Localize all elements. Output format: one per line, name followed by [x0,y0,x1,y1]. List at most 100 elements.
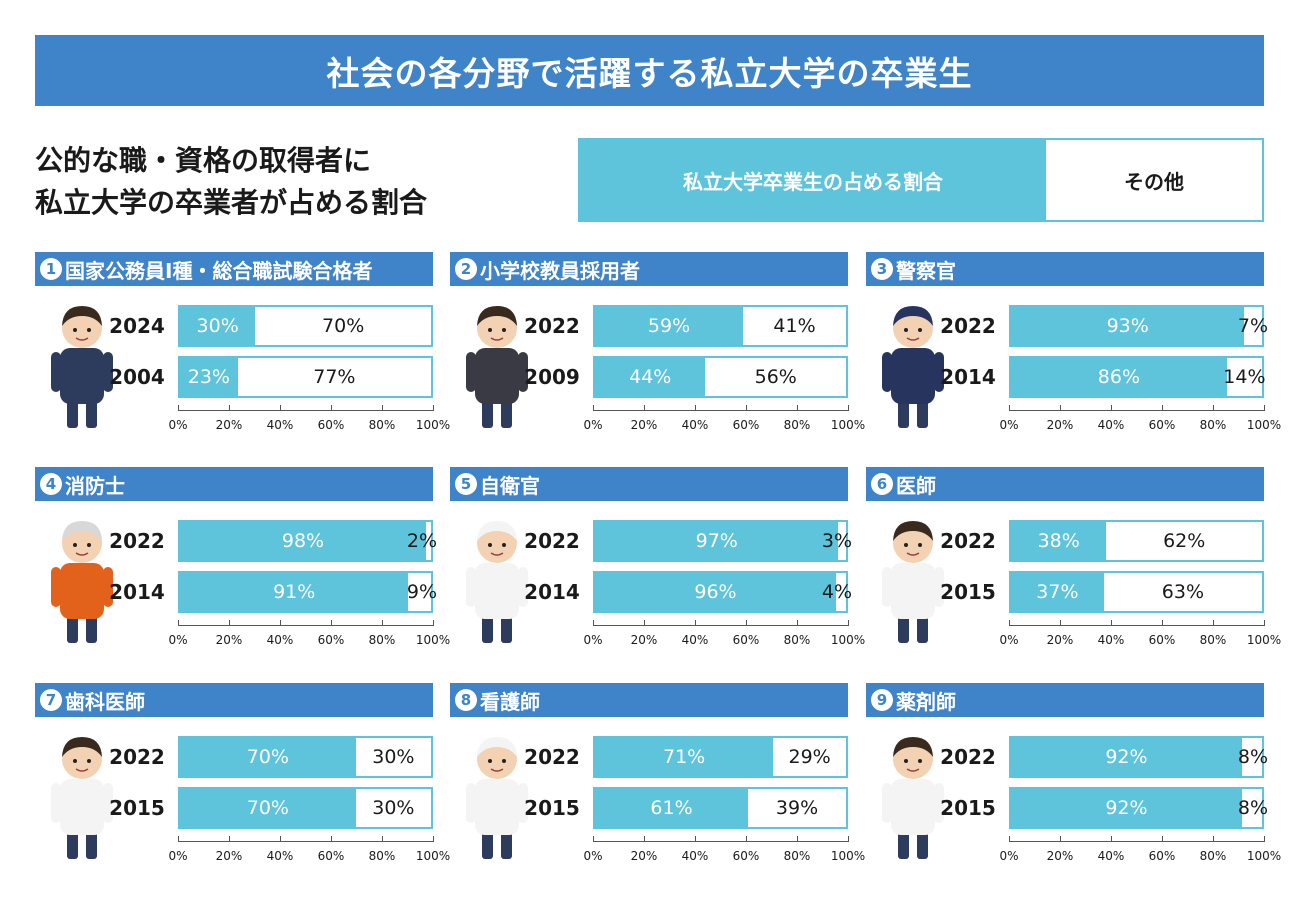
x-axis-tick [593,836,594,841]
x-axis-tick-label: 40% [681,418,709,432]
chart-title-bar: 4 消防士 [35,467,433,501]
pharmacist-icon [874,731,952,863]
data-label-private: 93% [1106,315,1149,337]
chart-title: 医師 [896,473,936,498]
legend-private-label: 私立大学卒業生の占める割合 [683,169,943,194]
x-axis-tick [1111,836,1112,841]
x-axis-tick-label: 40% [266,418,294,432]
x-axis-tick [1162,620,1163,625]
year-label: 2015 [940,796,996,820]
chart-panel-2: 2 小学校教員採用者 2022 59% 41% 2009 44% 56% 0% 20% 40% 60%… [450,252,865,442]
data-label-other: 77% [313,366,356,388]
stacked-bar: 37% 63% [1009,571,1264,613]
chart-title: 自衛官 [480,473,540,498]
data-label-other: 9% [406,581,438,603]
x-axis-tick-label: 0% [583,633,603,647]
data-label-private: 61% [650,797,693,819]
x-axis-tick [1213,405,1214,410]
x-axis-tick [1111,620,1112,625]
data-label-other: 30% [372,797,415,819]
x-axis-tick [178,836,179,841]
stacked-bar: 96% 4% [593,571,852,613]
data-label-private: 91% [273,581,316,603]
subtitle-line-2: 私立大学の卒業者が占める割合 [35,186,428,219]
x-axis-tick-label: 60% [732,633,760,647]
bar-segment-private [1011,307,1245,345]
x-axis-tick [1009,836,1010,841]
x-axis-tick-label: 0% [999,418,1019,432]
x-axis-tick-label: 40% [1097,849,1125,863]
police-officer-icon [874,300,952,432]
x-axis-tick-label: 20% [215,849,243,863]
x-axis-tick-label: 100% [830,849,866,863]
data-label-private: 37% [1036,581,1079,603]
number-badge: 6 [871,473,893,495]
x-axis-tick [382,405,383,410]
x-axis-tick-label: 40% [266,633,294,647]
x-axis-tick [178,620,179,625]
year-label: 2009 [524,365,580,389]
x-axis-tick-label: 100% [1246,633,1282,647]
chart-panel-3: 3 警察官 2022 93% 7% 2014 86% 14% 0% 20% 40% 60% 80% 100… [866,252,1281,442]
x-axis-tick [280,836,281,841]
x-axis-tick-label: 60% [1148,849,1176,863]
x-axis-tick-label: 100% [415,849,451,863]
data-label-other: 63% [1161,581,1205,603]
x-axis-tick-label: 20% [1046,418,1074,432]
x-axis-tick-label: 60% [1148,418,1176,432]
page-subtitle: 公的な職・資格の取得者に 私立大学の卒業者が占める割合 [35,140,427,224]
bar-segment-private [595,522,839,560]
x-axis [593,841,849,842]
x-axis-tick-label: 20% [1046,849,1074,863]
year-label: 2004 [109,365,165,389]
stacked-bar: 38% 62% [1009,520,1264,562]
x-axis-tick [746,836,747,841]
x-axis [1009,841,1265,842]
stacked-bar: 92% 8% [1009,736,1268,778]
x-axis-tick-label: 60% [1148,633,1176,647]
chart-title-bar: 7 歯科医師 [35,683,433,717]
x-axis-tick [229,620,230,625]
x-axis-tick [848,405,849,410]
x-axis-tick-label: 80% [368,849,396,863]
year-label: 2024 [109,314,165,338]
x-axis-tick-label: 100% [1246,849,1282,863]
x-axis-tick-label: 60% [732,418,760,432]
x-axis-tick-label: 100% [415,418,451,432]
data-label-other: 62% [1163,530,1206,552]
legend-other-label: その他 [1124,169,1184,194]
x-axis-tick [1009,620,1010,625]
stacked-bar: 71% 29% [593,736,848,778]
data-label-private: 86% [1097,366,1141,388]
number-badge: 9 [871,689,893,711]
x-axis-tick-label: 80% [1199,418,1227,432]
x-axis-tick [1264,620,1265,625]
chart-panel-7: 7 歯科医師 2022 70% 30% 2015 70% 30% 0% 20% 40% 60% 80% 1… [35,683,450,873]
data-label-private: 38% [1037,530,1080,552]
x-axis-tick [593,620,594,625]
subtitle-line-1: 公的な職・資格の取得者に [35,144,372,177]
x-axis-tick [1060,405,1061,410]
x-axis-tick-label: 100% [415,633,451,647]
stacked-bar: 91% 9% [178,571,437,613]
x-axis-tick [382,836,383,841]
x-axis-tick [797,405,798,410]
data-label-other: 14% [1223,366,1266,388]
number-badge: 8 [455,689,477,711]
data-label-private: 98% [281,530,325,552]
data-label-private: 70% [246,746,289,768]
year-label: 2022 [524,314,580,338]
chart-panel-4: 4 消防士 2022 98% 2% 2014 91% 9% 0% 20% 40% 60% 80% 100% [35,467,450,657]
civil-servant-icon [43,300,121,432]
year-label: 2014 [109,580,165,604]
data-label-private: 92% [1105,746,1148,768]
bar-segment-private [180,358,238,396]
x-axis-tick-label: 20% [215,633,243,647]
stacked-bar: 61% 39% [593,787,848,829]
stacked-bar: 44% 56% [593,356,848,398]
bar-segment-private [1011,738,1242,776]
x-axis-tick [433,836,434,841]
x-axis-tick [280,620,281,625]
data-label-other: 30% [372,746,415,768]
x-axis-tick-label: 0% [583,418,603,432]
